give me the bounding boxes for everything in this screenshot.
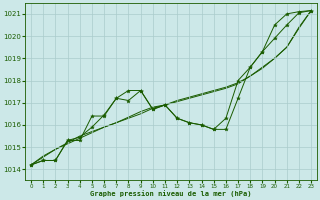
X-axis label: Graphe pression niveau de la mer (hPa): Graphe pression niveau de la mer (hPa) bbox=[90, 190, 252, 197]
